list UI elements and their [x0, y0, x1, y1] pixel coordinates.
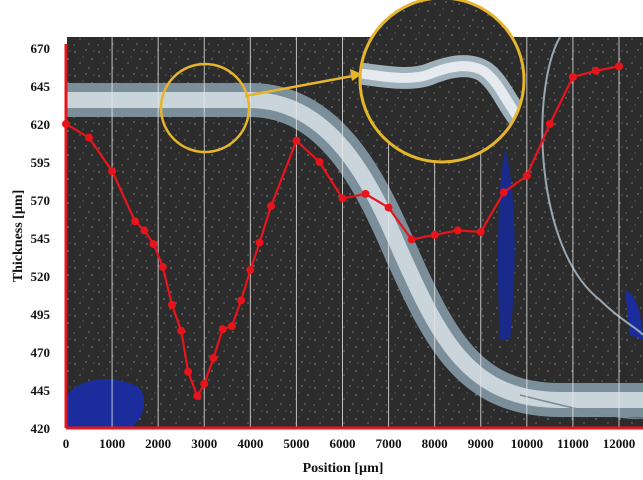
data-point: [184, 367, 193, 376]
x-tick-label: 9000: [468, 436, 494, 451]
x-tick-label: 10000: [511, 436, 544, 451]
data-point: [476, 227, 485, 236]
x-tick-label: 4000: [237, 436, 263, 451]
y-tick-label: 470: [31, 345, 51, 360]
data-point: [108, 167, 117, 176]
x-tick-label: 2000: [145, 436, 171, 451]
wire-loop: [541, 37, 643, 336]
inset-circle: [358, 0, 526, 164]
y-tick-label: 670: [31, 41, 51, 56]
data-point: [237, 296, 246, 305]
data-point: [361, 189, 370, 198]
y-tick-label: 420: [31, 421, 51, 436]
data-point: [227, 322, 236, 331]
data-point: [200, 379, 209, 388]
x-tick-label: 6000: [330, 436, 356, 451]
y-axis-title: Thickness [µm]: [11, 190, 26, 282]
data-point: [292, 136, 301, 145]
microscope-photo: [67, 37, 643, 428]
x-tick-label: 0: [63, 436, 70, 451]
callout-arrow: [244, 73, 359, 98]
series-line: [65, 65, 620, 398]
x-tick-label: 8000: [422, 436, 448, 451]
data-point: [177, 326, 186, 335]
y-tick-label: 520: [31, 269, 51, 284]
data-point: [591, 66, 600, 75]
y-tick-label: 445: [31, 383, 51, 398]
x-tick-label: 12000: [603, 436, 636, 451]
highlight-circle: [159, 62, 251, 154]
data-point: [85, 133, 94, 142]
data-point: [149, 240, 158, 249]
data-point: [407, 235, 416, 244]
data-point: [545, 120, 554, 128]
data-point: [255, 238, 264, 247]
blue-ink-corner: [625, 290, 643, 340]
data-point: [62, 120, 70, 128]
data-point: [246, 265, 255, 274]
data-point: [218, 325, 227, 334]
data-point: [499, 188, 508, 197]
y-tick-label: 595: [31, 155, 51, 170]
data-point: [568, 72, 577, 81]
y-tick-label: 645: [31, 79, 51, 94]
x-axis-title: Position [µm]: [303, 461, 384, 476]
data-point: [167, 300, 176, 309]
thickness-series: [62, 62, 623, 401]
wire-loop-2: [519, 394, 643, 420]
data-point: [193, 392, 202, 401]
x-tick-label: 3000: [191, 436, 217, 451]
data-point: [384, 203, 393, 212]
data-point: [338, 194, 347, 203]
y-tick-labels: 420 445 470 495 520 545 570 595 620 645 670: [31, 41, 51, 436]
magnified-inset: [358, 0, 526, 164]
data-point: [267, 202, 276, 211]
data-point: [615, 62, 623, 71]
y-tick-label: 570: [31, 193, 51, 208]
callout-arrowhead: [350, 69, 362, 81]
y-tick-label: 620: [31, 117, 51, 132]
data-point: [131, 217, 140, 226]
data-point: [315, 158, 324, 166]
fiber-tube-highlight: [67, 92, 643, 408]
y-tick-label: 495: [31, 307, 51, 322]
x-tick-label: 11000: [557, 436, 589, 451]
x-tick-labels: 0 1000 2000 3000 4000 5000 6000 7000 8000 9000 100…: [63, 436, 636, 451]
data-point: [209, 354, 218, 363]
data-point: [430, 230, 439, 239]
data-point: [453, 226, 462, 235]
blue-ink-blob: [67, 379, 145, 428]
x-tick-label: 5000: [283, 436, 309, 451]
x-tick-label: 7000: [376, 436, 402, 451]
data-point: [522, 171, 531, 180]
data-point: [158, 262, 167, 271]
blue-ink-mark: [497, 150, 515, 340]
data-point: [140, 226, 149, 235]
x-tick-label: 1000: [99, 436, 125, 451]
inset-fiber-highlight: [360, 61, 524, 123]
y-tick-label: 545: [31, 231, 51, 246]
